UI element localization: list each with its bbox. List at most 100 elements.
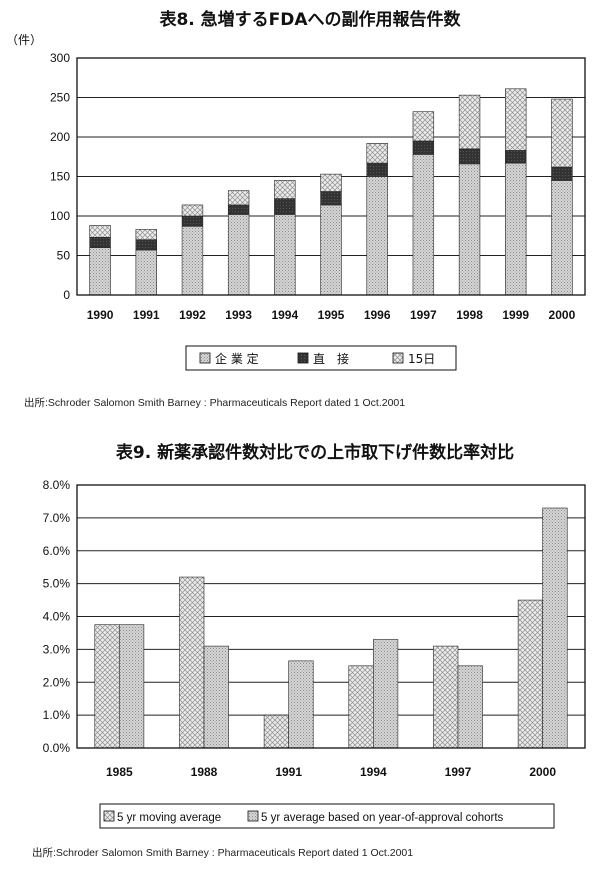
chart2-ytick-label: 6.0% [43,544,71,558]
chart1-bar-1992-series3 [181,204,204,217]
chart2-legend-label-1: 5 yr moving average [117,812,221,824]
chart2-bar-1997-series1 [433,645,459,749]
chart1-bar-1991-series3 [135,229,157,240]
chart2-xtick-label: 1988 [191,765,218,779]
chart2-bar-1988-series1 [179,576,205,749]
chart1-bar-1998-series2 [458,148,481,165]
chart1-ytick-label: 200 [50,130,70,144]
chart1-bar-1998-series1 [458,163,481,296]
chart1-bar-1993-series3 [227,190,250,206]
chart1-bar-1994-series3 [274,180,296,199]
chart1-xtick-label: 2000 [549,308,576,322]
chart2-source-note: 出所:Schroder Salomon Smith Barney : Pharm… [32,846,413,859]
chart1-xtick-label: 1996 [364,308,391,322]
chart2-xtick-label: 1985 [106,765,133,779]
chart1-bar-1997-series1 [412,154,435,296]
chart1-legend-label-1: 企 業 定 [215,351,259,366]
chart1-plot-frame [76,57,586,296]
chart2-xtick-label: 1991 [275,765,302,779]
chart1-ylabel: （件） [6,33,42,47]
chart1-bar-2000-series1 [551,180,573,296]
chart1-legend-frame [185,345,457,371]
chart1-bar-2000-series3 [551,98,573,168]
chart1-xtick-label: 1992 [179,308,206,322]
chart1-bar-1994-series2 [274,198,296,215]
legend-swatch-cross [392,352,404,364]
chart1-xtick-label: 1994 [271,308,298,322]
chart1-bar-1993-series1 [227,214,250,296]
chart1-legend-label-2: 直 接 [313,351,349,366]
legend-swatch-dotted [247,810,259,822]
chart1-bar-1994-series1 [274,214,296,296]
chart1-ytick-label: 150 [50,170,70,184]
legend-swatch-cross [103,810,115,822]
chart1-title: 表8. 急増するFDAへの副作用報告件数 [159,9,461,30]
chart2-bar-1991-series1 [263,714,289,749]
chart1-xtick-label: 1990 [87,308,114,322]
chart1-bar-1990-series3 [89,225,111,238]
chart2-ytick-label: 0.0% [43,741,71,755]
chart1-xtick-label: 1997 [410,308,437,322]
chart2-xtick-label: 2000 [529,765,556,779]
chart1-xtick-label: 1993 [225,308,252,322]
chart1-bar-1990-series1 [89,247,111,296]
chart1-bar-1995-series3 [320,173,342,192]
chart1-bar-1995-series2 [320,191,342,206]
chart1-bars [89,88,573,296]
chart1-bar-1999-series1 [505,162,527,296]
chart1-bar-1996-series1 [366,176,388,296]
chart1-y-axis-ticks: 0 50 100 150 200 250 300 [50,51,70,302]
chart1-legend: 企 業 定 直 接 15日 [185,345,457,371]
chart1-bar-1999-series2 [505,150,527,164]
chart1-bar-1999-series3 [505,88,527,151]
chart2-xtick-label: 1994 [360,765,387,779]
chart1-ytick-label: 250 [50,91,70,105]
chart2-bars [94,507,568,749]
chart1-bar-1997-series3 [412,111,435,142]
chart1-legend-label-3: 15日 [408,352,435,366]
chart1-bar-1998-series3 [458,94,481,150]
chart1-bar-1991-series2 [135,239,157,251]
chart1-ytick-label: 300 [50,51,70,65]
chart1-bar-1997-series2 [412,140,435,155]
chart2-gridlines [77,517,585,716]
chart1-bar-1993-series2 [227,204,250,215]
chart1-xtick-label: 1998 [456,308,483,322]
chart2-legend-frame [99,803,555,829]
chart1-bar-1992-series1 [181,225,204,296]
chart1-bar-1995-series1 [320,204,342,296]
chart2-bar-2000-series1 [517,599,543,749]
chart2-bar-1988-series2 [203,645,229,749]
legend-swatch-dark [297,352,309,364]
chart2-ytick-label: 1.0% [43,708,71,722]
chart2-bar-1991-series2 [288,660,314,749]
chart1-bar-1996-series2 [366,162,388,177]
chart2-ytick-label: 5.0% [43,577,71,591]
chart1-x-axis-ticks: 1990 1991 1992 1993 1994 1995 1996 1997 1998 1999… [87,308,576,322]
legend-swatch-dotted [199,352,211,364]
chart1-ytick-label: 0 [63,288,70,302]
chart2-ytick-label: 3.0% [43,642,71,656]
chart1-ytick-label: 100 [50,209,70,223]
chart2-title: 表9. 新薬承認件数対比での上市取下げ件数比率対比 [116,442,514,463]
chart2-bar-1994-series1 [348,665,374,749]
chart2-legend: 5 yr moving average 5 yr average based o… [99,803,555,829]
chart2-xtick-label: 1997 [445,765,472,779]
chart1-source-note: 出所:Schroder Salomon Smith Barney : Pharm… [24,396,405,409]
chart1-bar-1990-series2 [89,237,111,248]
chart2-bar-1985-series2 [119,624,145,749]
chart1-xtick-label: 1991 [133,308,160,322]
chart2-bar-1985-series1 [94,624,120,749]
chart1-bar-2000-series2 [551,166,573,181]
chart1-xtick-label: 1995 [318,308,345,322]
chart2-ytick-label: 7.0% [43,511,71,525]
chart2-ytick-label: 8.0% [43,478,71,492]
chart2-bar-1994-series2 [373,639,399,749]
chart1-xtick-label: 1999 [502,308,529,322]
chart2-x-axis-ticks: 1985 1988 1991 1994 1997 2000 [106,765,556,779]
chart2-bar-2000-series2 [542,507,568,749]
chart1-bar-1991-series1 [135,249,157,296]
chart2-legend-label-2: 5 yr average based on year-of-approval c… [261,812,504,824]
chart2-bar-1997-series2 [457,665,483,749]
